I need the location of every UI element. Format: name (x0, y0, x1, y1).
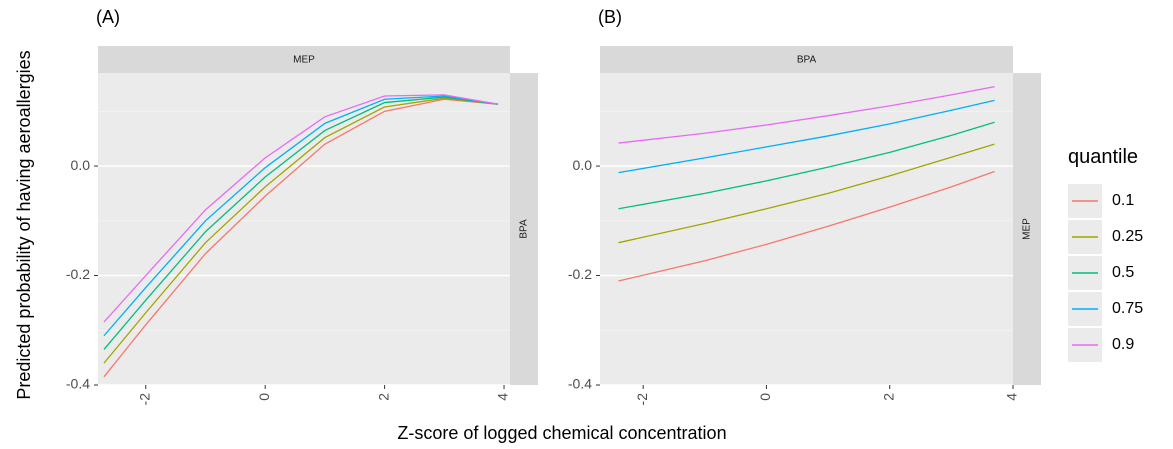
legend-label: 0.25 (1112, 228, 1143, 245)
panel-b: (B) BPA MEP -0.4 -0.2 0.0 -2 0 2 4 (568, 7, 1041, 405)
x-tick-label: 4 (1004, 393, 1020, 401)
series-line-0.1 (618, 170, 995, 282)
strip-right-label: MEP (1022, 218, 1033, 240)
panels: (A) MEP BPA -0.4 -0.2 0.0 -2 0 2 4 (B) BPA MEP -0.4 -0… (66, 7, 1041, 405)
strip-top-label: BPA (797, 55, 817, 66)
legend-title: quantile (1068, 146, 1138, 168)
x-axis-title: Z-score of logged chemical concentration (397, 423, 726, 443)
legend-item: 0.9 (1068, 328, 1134, 362)
panel-background (600, 73, 1013, 385)
y-tick-label: -0.2 (66, 266, 90, 282)
strip-right (1013, 73, 1041, 385)
strip-right (510, 73, 538, 385)
legend-label: 0.5 (1112, 264, 1134, 281)
y-tick-label: -0.2 (568, 266, 592, 282)
series-line-0.1 (103, 98, 499, 378)
panel-a: (A) MEP BPA -0.4 -0.2 0.0 -2 0 2 4 (66, 7, 538, 405)
strip-top (600, 46, 1013, 73)
series-line-0.9 (618, 86, 995, 144)
y-axis-title: Predicted probability of having aeroalle… (14, 50, 34, 399)
legend-label: 0.9 (1112, 336, 1134, 353)
series-line-0.25 (618, 143, 995, 244)
x-tick-label: -2 (136, 393, 152, 406)
strip-top-label: MEP (293, 55, 315, 66)
series-line-0.75 (103, 95, 499, 337)
legend-item: 0.25 (1068, 220, 1143, 254)
panel-background (98, 73, 510, 385)
y-tick-label: 0.0 (71, 157, 91, 173)
strip-right-label: BPA (519, 219, 530, 239)
legend-item: 0.5 (1068, 256, 1134, 290)
legend-label: 0.75 (1112, 300, 1143, 317)
series-line-0.25 (103, 97, 499, 364)
series-line-0.5 (618, 121, 995, 210)
legend-item: 0.1 (1068, 184, 1134, 218)
x-tick-label: -2 (634, 393, 650, 406)
strip-top (98, 46, 510, 73)
x-tick-label: 0 (256, 393, 272, 401)
x-tick-label: 4 (495, 393, 511, 401)
series-line-0.75 (618, 99, 995, 174)
series-line-0.9 (103, 94, 499, 323)
y-tick-label: 0.0 (573, 157, 593, 173)
series-line-0.5 (103, 96, 499, 350)
legend-item: 0.75 (1068, 292, 1143, 326)
legend: quantile 0.1 0.25 0.5 0.75 0.9 (1068, 146, 1143, 362)
x-tick-label: 2 (880, 393, 896, 401)
panel-tag: (B) (598, 7, 622, 27)
y-tick-label: -0.4 (568, 376, 592, 392)
x-tick-label: 0 (757, 393, 773, 401)
panel-tag: (A) (96, 7, 120, 27)
y-tick-label: -0.4 (66, 376, 90, 392)
legend-label: 0.1 (1112, 192, 1134, 209)
x-tick-label: 2 (375, 393, 391, 401)
